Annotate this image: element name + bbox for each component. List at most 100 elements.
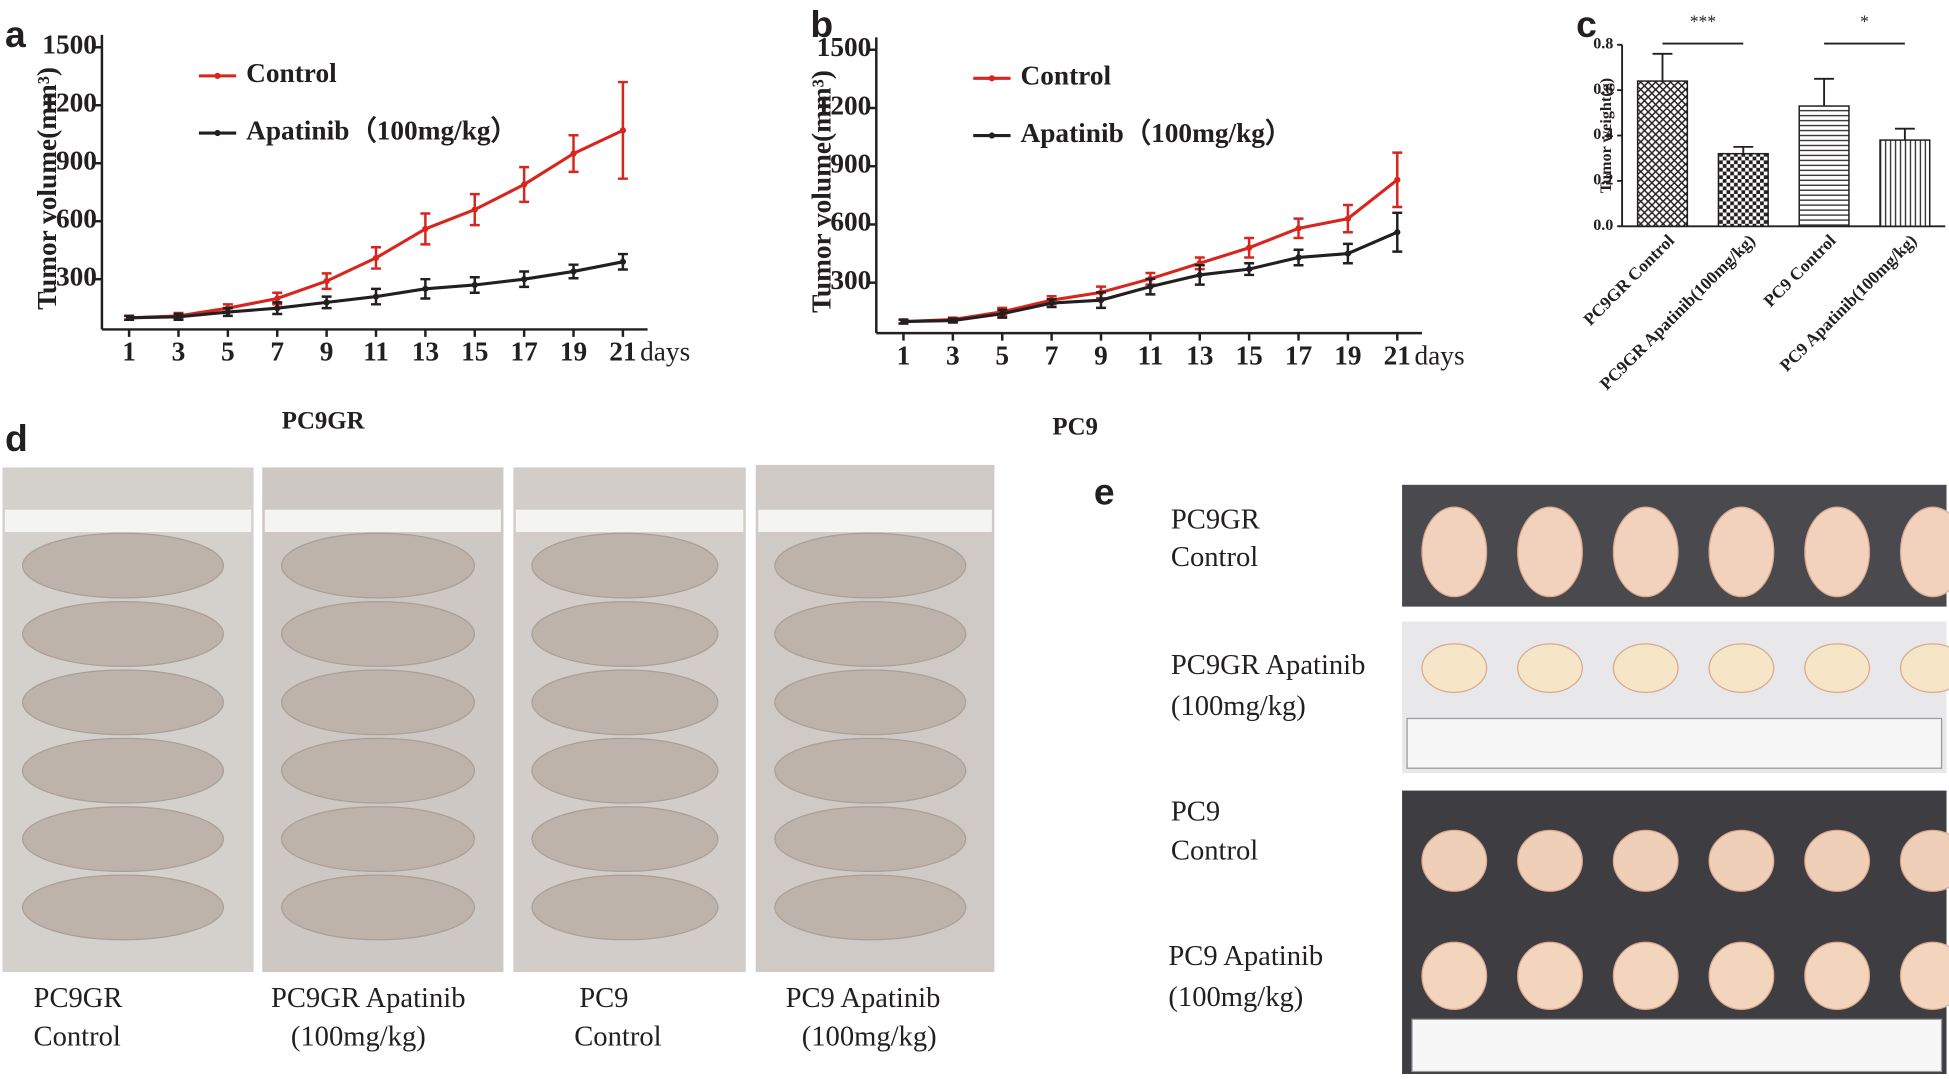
x-axis-label: days (640, 337, 690, 367)
tumor (1421, 643, 1488, 694)
tumor (1899, 941, 1949, 1010)
legend-marker (988, 75, 996, 82)
point (1394, 229, 1401, 236)
y-tick-label: 600 (56, 203, 97, 233)
x-tick-label: 1 (897, 340, 911, 370)
bar (1636, 80, 1689, 228)
tumor (1517, 829, 1583, 892)
x-tick-label: 21 (1384, 340, 1411, 370)
panel-heading: PC9GR (282, 407, 366, 434)
tumor (1804, 506, 1871, 598)
x-axis-label: days (1415, 340, 1465, 370)
point (1097, 297, 1105, 304)
legend-label: Apatinib（100mg/kg） (1020, 118, 1292, 148)
x-tick-label: 11 (363, 337, 389, 367)
y-axis-label: Tumor volume(mm³) (806, 70, 836, 313)
x-tick-label: 13 (1186, 340, 1213, 370)
bar (1717, 152, 1769, 228)
tumor (1708, 643, 1775, 694)
tumor (1899, 829, 1949, 892)
legend-marker (214, 72, 221, 79)
ruler (1406, 717, 1943, 769)
y-tick-label: 900 (830, 149, 871, 179)
tumor (1708, 829, 1775, 892)
mouse (774, 806, 967, 872)
mouse (774, 737, 967, 804)
mouse (280, 874, 476, 941)
point (323, 278, 330, 285)
photo-caption: PC9GR (34, 983, 124, 1014)
y-tick-label: 900 (56, 146, 97, 176)
photo-caption: PC9 (579, 983, 628, 1014)
mouse (774, 669, 967, 736)
tumor (1708, 506, 1775, 598)
row-label: Control (1171, 835, 1258, 866)
point (471, 281, 478, 289)
row-label: Control (1171, 542, 1258, 573)
point (1344, 215, 1352, 222)
legend-label: Apatinib（100mg/kg） (246, 115, 518, 145)
legend-label: Control (246, 58, 337, 88)
y-tick-label: 0.8 (1593, 35, 1613, 52)
error-bar (1894, 127, 1915, 141)
panel-heading: PC9 (1052, 414, 1098, 441)
mouse (21, 601, 225, 667)
x-tick-label: 15 (461, 337, 488, 367)
row-label: PC9 Apatinib (1168, 941, 1323, 972)
row-label: (100mg/kg) (1171, 691, 1306, 722)
point (1196, 271, 1203, 279)
tumor (1421, 829, 1488, 892)
x-tick-label: 11 (1137, 340, 1163, 370)
error-bar (1652, 52, 1673, 82)
x-tick-label: 9 (320, 337, 334, 367)
panel-letter: a (5, 13, 26, 55)
point (999, 310, 1006, 317)
y-axis-label: Tumor weight(g) (1598, 78, 1615, 193)
point (422, 225, 429, 233)
y-axis-label: Tumor volume(mm³) (32, 67, 62, 310)
mouse (280, 601, 476, 667)
y-tick-label: 1500 (42, 30, 97, 60)
x-tick-label: 7 (270, 337, 284, 367)
photo-caption: (100mg/kg) (802, 1022, 937, 1053)
x-tick-label: 3 (172, 337, 186, 367)
tumor (1804, 941, 1871, 1010)
tumor (1804, 643, 1871, 694)
x-tick-label: 21 (609, 337, 636, 367)
point (1344, 250, 1352, 257)
y-tick-label: 0.2 (1593, 172, 1613, 189)
point (1295, 225, 1302, 232)
x-tick-label: PC9GR Apatinib(100mg/kg) (1595, 230, 1759, 394)
photo-layer (2, 464, 1949, 1074)
tumor (1899, 506, 1949, 598)
point (1147, 283, 1154, 290)
photo-caption: Control (34, 1022, 121, 1053)
mouse (21, 806, 225, 872)
mouse (21, 874, 225, 941)
mouse (280, 669, 476, 736)
legend-marker (988, 132, 996, 139)
y-tick-label: 1500 (817, 32, 872, 62)
point (1048, 299, 1055, 307)
point (274, 295, 281, 302)
x-tick-label: 1 (122, 337, 136, 367)
mouse (774, 874, 967, 941)
y-tick-label: 0.6 (1593, 81, 1613, 98)
point (1295, 254, 1302, 261)
point (372, 254, 380, 262)
point (1246, 266, 1253, 273)
error-bar (1814, 77, 1835, 107)
tumor (1517, 506, 1583, 598)
tumor (1612, 506, 1679, 598)
mouse (531, 669, 719, 736)
point (323, 299, 330, 306)
y-tick-label: 0.0 (1593, 217, 1613, 234)
legend-label: Control (1020, 61, 1111, 91)
mouse (774, 601, 967, 667)
mouse (21, 532, 225, 599)
photo-caption: Control (574, 1022, 661, 1053)
point (619, 258, 627, 265)
mouse (531, 532, 719, 599)
point (471, 206, 478, 213)
